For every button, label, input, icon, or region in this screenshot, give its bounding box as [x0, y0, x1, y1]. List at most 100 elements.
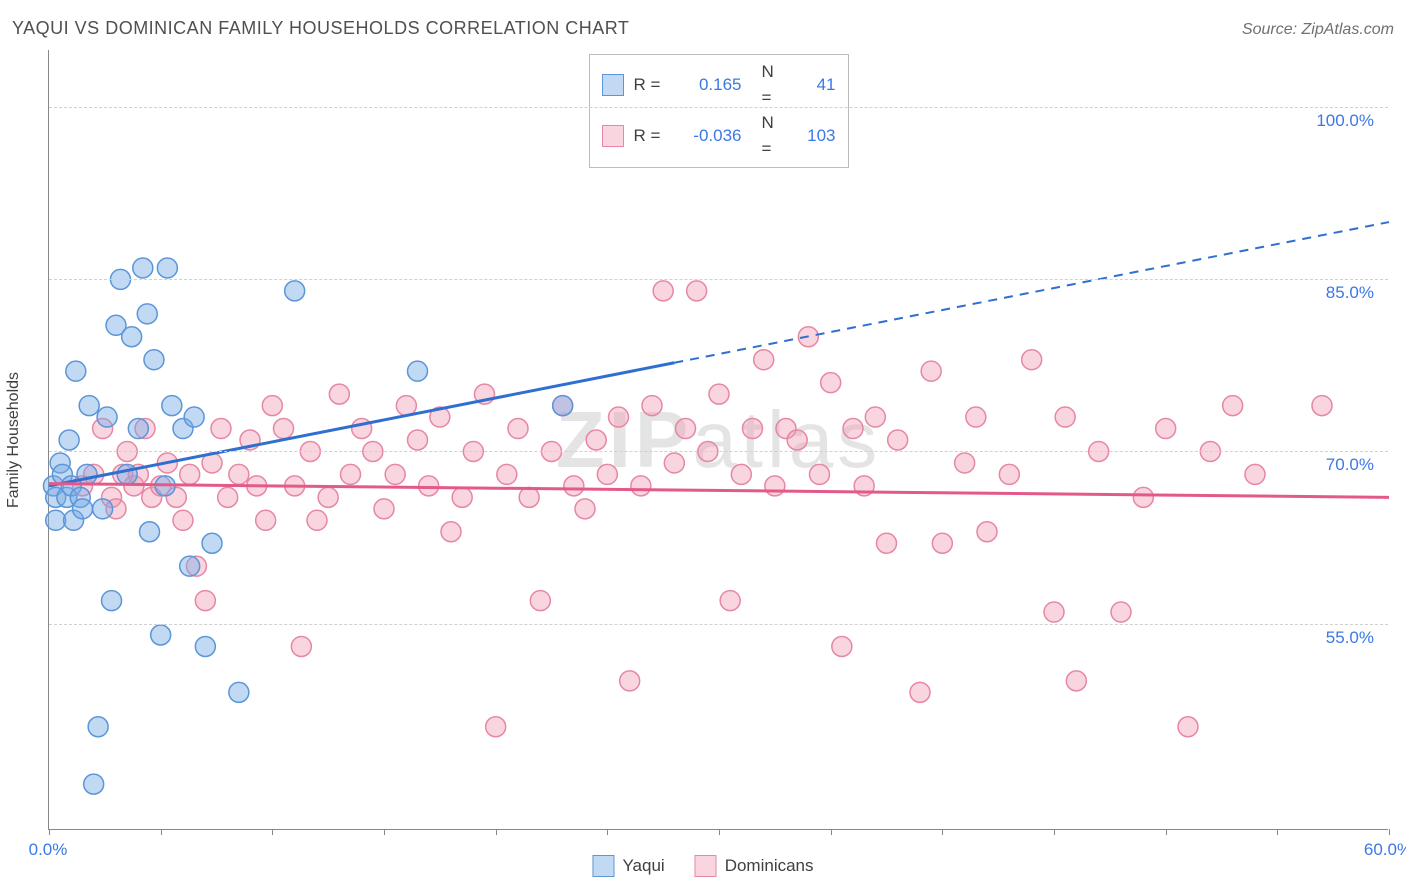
point-dominicans: [564, 476, 584, 496]
point-dominicans: [1044, 602, 1064, 622]
point-dominicans: [229, 464, 249, 484]
point-dominicans: [441, 522, 461, 542]
point-dominicans: [256, 510, 276, 530]
point-dominicans: [709, 384, 729, 404]
point-dominicans: [173, 510, 193, 530]
x-tick: [49, 829, 50, 835]
point-dominicans: [743, 419, 763, 439]
legend-item-yaqui: Yaqui: [592, 855, 664, 877]
point-yaqui: [59, 430, 79, 450]
point-yaqui: [84, 774, 104, 794]
point-dominicans: [877, 533, 897, 553]
point-dominicans: [452, 487, 472, 507]
r-value-dominicans: -0.036: [678, 123, 742, 149]
point-dominicans: [408, 430, 428, 450]
x-tick-label: 0.0%: [29, 840, 68, 860]
point-yaqui: [195, 636, 215, 656]
point-yaqui: [180, 556, 200, 576]
point-yaqui: [77, 464, 97, 484]
point-dominicans: [1312, 396, 1332, 416]
point-dominicans: [1156, 419, 1176, 439]
point-dominicans: [1245, 464, 1265, 484]
point-dominicans: [307, 510, 327, 530]
bottom-legend: Yaqui Dominicans: [592, 855, 813, 877]
x-tick: [1166, 829, 1167, 835]
swatch-dominicans: [695, 855, 717, 877]
point-dominicans: [374, 499, 394, 519]
point-dominicans: [1133, 487, 1153, 507]
point-dominicans: [609, 407, 629, 427]
chart-title: YAQUI VS DOMINICAN FAMILY HOUSEHOLDS COR…: [12, 18, 629, 39]
point-dominicans: [341, 464, 361, 484]
point-dominicans: [932, 533, 952, 553]
y-tick-label: 85.0%: [1326, 283, 1374, 303]
point-dominicans: [620, 671, 640, 691]
point-yaqui: [93, 499, 113, 519]
point-dominicans: [910, 682, 930, 702]
x-tick-label: 60.0%: [1364, 840, 1406, 860]
point-dominicans: [211, 419, 231, 439]
point-yaqui: [202, 533, 222, 553]
point-dominicans: [329, 384, 349, 404]
point-dominicans: [597, 464, 617, 484]
y-tick-label: 100.0%: [1316, 111, 1374, 131]
point-dominicans: [195, 591, 215, 611]
point-dominicans: [977, 522, 997, 542]
point-dominicans: [396, 396, 416, 416]
x-tick: [1054, 829, 1055, 835]
point-dominicans: [1178, 717, 1198, 737]
y-tick-label: 55.0%: [1326, 628, 1374, 648]
point-dominicans: [318, 487, 338, 507]
point-yaqui: [137, 304, 157, 324]
point-dominicans: [810, 464, 830, 484]
point-dominicans: [653, 281, 673, 301]
point-dominicans: [955, 453, 975, 473]
x-tick: [1277, 829, 1278, 835]
point-dominicans: [1223, 396, 1243, 416]
point-dominicans: [676, 419, 696, 439]
point-yaqui: [46, 510, 66, 530]
point-dominicans: [508, 419, 528, 439]
point-dominicans: [497, 464, 517, 484]
y-tick-label: 70.0%: [1326, 455, 1374, 475]
point-dominicans: [419, 476, 439, 496]
x-tick: [1389, 829, 1390, 835]
point-dominicans: [1055, 407, 1075, 427]
point-yaqui: [97, 407, 117, 427]
x-tick: [719, 829, 720, 835]
point-yaqui: [151, 625, 171, 645]
point-dominicans: [999, 464, 1019, 484]
point-yaqui: [117, 464, 137, 484]
legend-label-yaqui: Yaqui: [622, 856, 664, 876]
point-dominicans: [291, 636, 311, 656]
point-dominicans: [218, 487, 238, 507]
x-tick: [272, 829, 273, 835]
swatch-yaqui: [602, 74, 624, 96]
x-tick: [607, 829, 608, 835]
point-yaqui: [73, 499, 93, 519]
stats-row-yaqui: R = 0.165 N = 41: [602, 59, 836, 110]
point-yaqui: [79, 396, 99, 416]
gridline-h: [49, 107, 1388, 108]
plot-area: ZIPatlas R = 0.165 N = 41 R = -0.036 N =…: [48, 50, 1388, 830]
y-axis-title: Family Households: [5, 372, 23, 508]
swatch-yaqui: [592, 855, 614, 877]
legend-label-dominicans: Dominicans: [725, 856, 814, 876]
point-dominicans: [262, 396, 282, 416]
point-dominicans: [687, 281, 707, 301]
point-dominicans: [631, 476, 651, 496]
point-dominicans: [754, 350, 774, 370]
point-yaqui: [553, 396, 573, 416]
point-yaqui: [140, 522, 160, 542]
point-dominicans: [385, 464, 405, 484]
swatch-dominicans: [602, 125, 624, 147]
point-yaqui: [285, 281, 305, 301]
point-dominicans: [664, 453, 684, 473]
gridline-h: [49, 624, 1388, 625]
point-yaqui: [184, 407, 204, 427]
point-dominicans: [921, 361, 941, 381]
point-yaqui: [88, 717, 108, 737]
point-dominicans: [765, 476, 785, 496]
point-yaqui: [102, 591, 122, 611]
point-dominicans: [530, 591, 550, 611]
